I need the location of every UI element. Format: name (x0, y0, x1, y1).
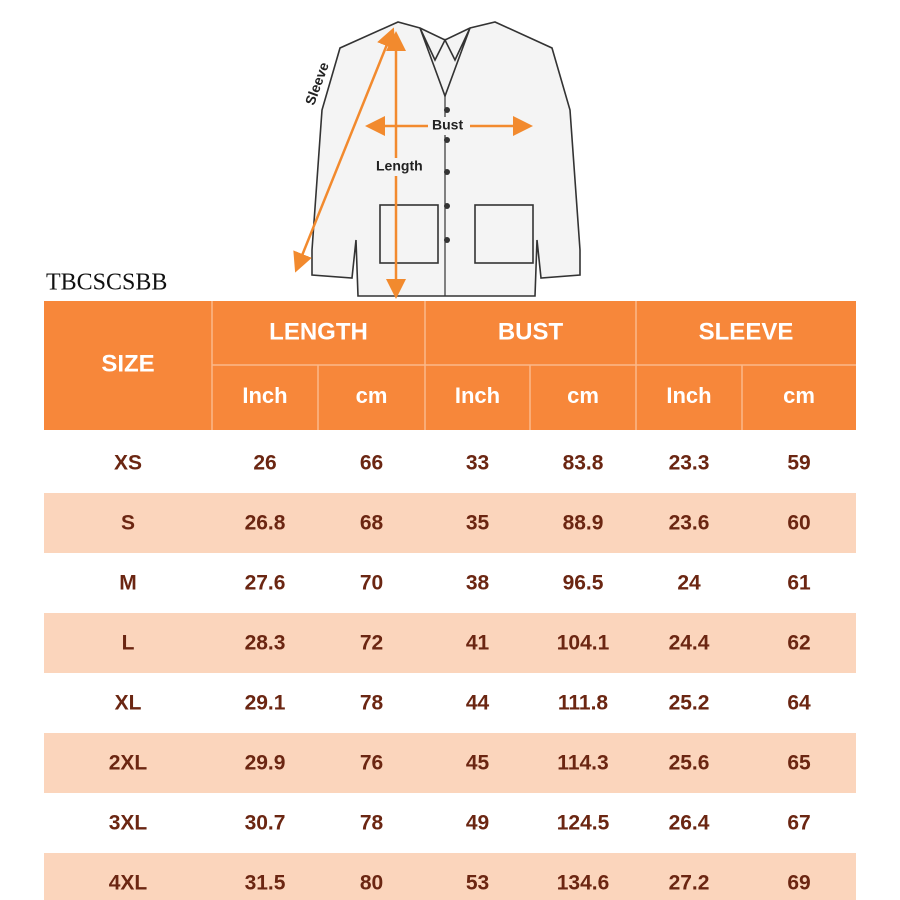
row-background (44, 733, 856, 793)
measure-cell: 78 (360, 692, 384, 715)
measure-cell: 78 (360, 812, 384, 835)
bust-label: Bust (432, 117, 463, 133)
measure-cell: 68 (360, 512, 384, 535)
measure-cell: 83.8 (563, 452, 604, 475)
group-header: LENGTH (269, 318, 368, 345)
measure-cell: 134.6 (557, 872, 610, 895)
size-header: SIZE (101, 350, 154, 377)
measure-cell: 27.6 (245, 572, 286, 595)
measure-cell: 23.3 (669, 452, 710, 475)
measure-cell: 61 (787, 572, 811, 595)
measure-cell: 111.8 (558, 692, 609, 715)
unit-header: cm (783, 383, 815, 408)
size-cell: S (121, 512, 135, 535)
measure-cell: 114.3 (557, 752, 608, 775)
size-cell: M (119, 572, 137, 595)
measure-cell: 25.6 (669, 752, 710, 775)
measure-cell: 26 (253, 452, 276, 475)
measure-cell: 67 (787, 812, 810, 835)
group-header: SLEEVE (699, 318, 794, 345)
measure-cell: 96.5 (563, 572, 604, 595)
row-background (44, 853, 856, 900)
size-cell: L (122, 632, 135, 655)
measure-cell: 72 (360, 632, 383, 655)
size-cell: 4XL (109, 872, 148, 895)
measure-cell: 26.4 (669, 812, 710, 835)
measure-cell: 35 (466, 512, 490, 535)
measure-cell: 24.4 (669, 632, 710, 655)
unit-header: cm (567, 383, 599, 408)
shirt-illustration: Bust Length Sleeve (293, 21, 581, 299)
measure-cell: 38 (466, 572, 490, 595)
measure-cell: 29.9 (245, 752, 286, 775)
unit-header: Inch (455, 383, 500, 408)
unit-header: cm (356, 383, 388, 408)
measure-cell: 41 (466, 632, 490, 655)
measure-cell: 124.5 (557, 812, 610, 835)
unit-header: Inch (242, 383, 287, 408)
measure-cell: 70 (360, 572, 383, 595)
measure-cell: 25.2 (669, 692, 710, 715)
measure-cell: 26.8 (245, 512, 286, 535)
measure-cell: 59 (787, 452, 810, 475)
size-cell: 3XL (109, 812, 148, 835)
measure-cell: 28.3 (245, 632, 286, 655)
measure-cell: 23.6 (669, 512, 710, 535)
row-background (44, 493, 856, 553)
measure-cell: 104.1 (557, 632, 610, 655)
measure-cell: 80 (360, 872, 383, 895)
measure-cell: 27.2 (669, 872, 710, 895)
measure-cell: 29.1 (245, 692, 286, 715)
measure-cell: 65 (787, 752, 811, 775)
unit-header: Inch (666, 383, 711, 408)
size-table: SIZE LENGTH BUST SLEEVE Inch cm Inch cm Inch cm XS… (44, 301, 856, 900)
measure-cell: 31.5 (245, 872, 286, 895)
measure-cell: 33 (466, 452, 489, 475)
measure-cell: 66 (360, 452, 383, 475)
measure-cell: 44 (466, 692, 490, 715)
measure-cell: 76 (360, 752, 383, 775)
measure-cell: 45 (466, 752, 490, 775)
size-cell: XS (114, 452, 142, 475)
measure-cell: 62 (787, 632, 810, 655)
row-background (44, 613, 856, 673)
measure-cell: 64 (787, 692, 811, 715)
measure-cell: 49 (466, 812, 489, 835)
measure-cell: 24 (677, 572, 701, 595)
measure-cell: 60 (787, 512, 810, 535)
measure-cell: 30.7 (245, 812, 286, 835)
measure-cell: 53 (466, 872, 489, 895)
product-code: TBCSCSBB (46, 270, 167, 296)
size-cell: 2XL (109, 752, 148, 775)
group-header: BUST (498, 318, 564, 345)
measure-cell: 69 (787, 872, 810, 895)
size-cell: XL (115, 692, 142, 715)
length-label: Length (376, 158, 423, 174)
measure-cell: 88.9 (563, 512, 604, 535)
